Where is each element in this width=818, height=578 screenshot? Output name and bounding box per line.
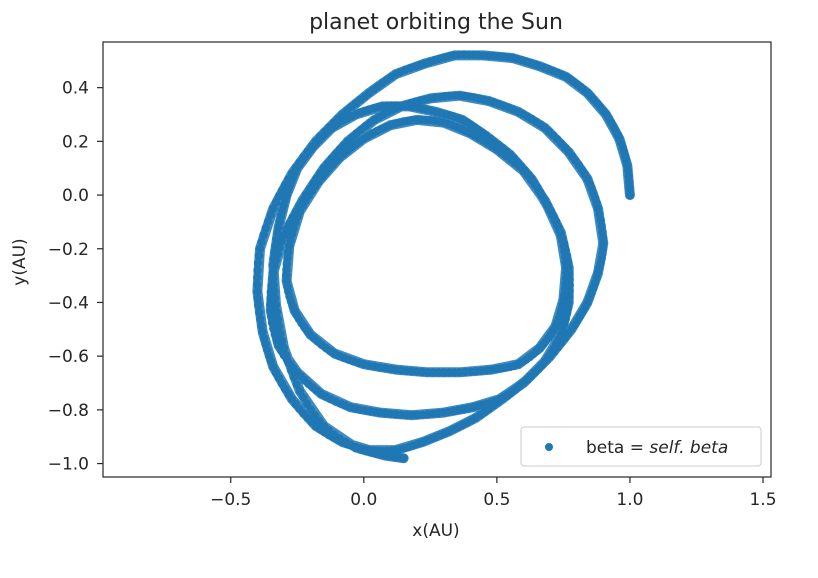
data-point	[277, 336, 287, 346]
data-point	[269, 204, 278, 213]
data-point	[254, 301, 263, 310]
y-tick-label: −0.6	[48, 347, 89, 367]
data-point	[302, 399, 312, 408]
y-tick-label: 0.2	[62, 132, 89, 152]
data-point	[257, 321, 266, 330]
data-point	[253, 287, 262, 296]
data-point	[269, 280, 278, 289]
data-point	[253, 266, 262, 275]
y-tick-label: −0.4	[48, 293, 89, 313]
x-tick-label: 0.5	[483, 490, 510, 510]
x-axis-label: x(AU)	[412, 521, 459, 541]
data-point	[284, 358, 293, 367]
data-point	[269, 254, 278, 263]
data-point	[254, 251, 264, 260]
legend-label-prefix: beta =	[586, 438, 649, 458]
data-point	[253, 273, 262, 282]
data-point	[279, 343, 289, 353]
data-point	[257, 237, 266, 246]
legend: beta = self. beta	[520, 426, 762, 467]
data-point	[269, 260, 278, 270]
legend-marker	[545, 443, 553, 451]
data-point	[289, 373, 298, 382]
y-tick-label: 0.4	[62, 79, 89, 99]
data-point	[270, 294, 280, 303]
data-point	[271, 241, 280, 250]
y-tick-label: −0.8	[48, 401, 89, 421]
plot-area-frame	[102, 41, 772, 478]
data-point	[255, 244, 265, 253]
x-axis-ticks: −0.5 0.0 0.5 1.0 1.5	[210, 477, 777, 510]
data-point	[292, 380, 301, 389]
data-point	[269, 273, 278, 283]
y-axis-label: y(AU)	[10, 238, 30, 285]
data-point	[276, 329, 285, 338]
data-point	[281, 351, 291, 360]
data-point	[299, 393, 308, 402]
data-point	[269, 267, 278, 276]
y-tick-label: −0.2	[48, 240, 89, 260]
data-point	[274, 322, 284, 331]
data-point	[598, 227, 607, 237]
data-point	[272, 235, 281, 244]
y-tick-label: 0.0	[62, 186, 89, 206]
data-point	[270, 287, 279, 296]
data-point	[255, 308, 264, 317]
x-tick-label: 1.5	[749, 490, 776, 510]
data-point	[253, 294, 262, 303]
data-point	[261, 223, 270, 233]
legend-label: beta = self. beta	[586, 438, 728, 458]
data-point	[286, 365, 296, 375]
data-point	[253, 258, 263, 268]
x-tick-label: 0.0	[350, 490, 377, 510]
data-point	[399, 454, 408, 463]
y-axis-ticks: 0.4 0.2 0.0 −0.2 −0.4 −0.6 −0.8 −1.0	[48, 79, 103, 475]
chart-title: planet orbiting the Sun	[309, 10, 563, 35]
y-tick-label: −1.0	[48, 455, 89, 475]
legend-box	[520, 426, 762, 467]
data-layer	[252, 50, 635, 464]
data-point	[256, 314, 265, 324]
series-0	[252, 50, 635, 464]
data-point	[271, 300, 281, 310]
x-tick-label: 1.0	[616, 490, 643, 510]
data-point	[266, 210, 275, 220]
data-point	[270, 247, 279, 257]
legend-label-italic: self. beta	[649, 438, 728, 458]
data-point	[253, 280, 262, 289]
data-point	[263, 217, 273, 226]
data-point	[282, 265, 291, 274]
data-point	[273, 315, 283, 324]
data-point	[259, 230, 268, 240]
data-point	[272, 308, 282, 317]
x-tick-label: −0.5	[210, 490, 251, 510]
data-point	[295, 386, 305, 396]
